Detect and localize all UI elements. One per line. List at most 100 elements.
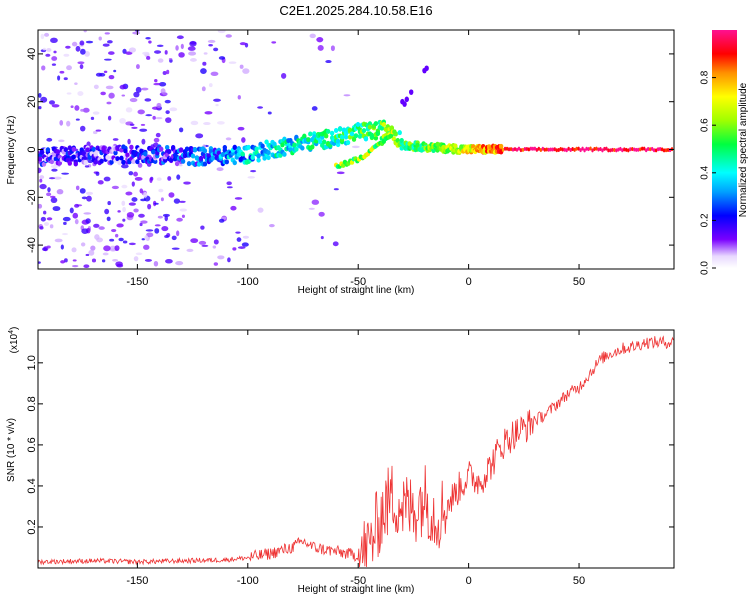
snr-y-tick-label: 0.6 [26, 437, 38, 452]
noise-speckle [108, 75, 115, 80]
noise-speckle [122, 240, 128, 244]
noise-speckle [225, 137, 232, 141]
ridge-point [73, 161, 78, 167]
noise-speckle [154, 228, 160, 234]
ridge-point [343, 134, 349, 140]
noise-speckle [143, 191, 148, 198]
ridge-point [639, 147, 642, 152]
noise-speckle [198, 240, 207, 245]
noise-speckle [140, 198, 147, 202]
ridge-point [93, 151, 98, 157]
ridge-point [585, 146, 588, 151]
snr-y-ticks: 0.2 0.4 0.6 0.8 1.0 [26, 355, 674, 535]
ridge-point [453, 143, 458, 149]
noise-speckle [39, 175, 45, 180]
noise-speckle [38, 167, 42, 174]
noise-speckle [66, 92, 72, 95]
noise-speckle [40, 33, 45, 40]
ridge-point [345, 140, 351, 146]
noise-speckle [218, 56, 226, 60]
noise-speckle [104, 32, 110, 35]
noise-speckle [74, 82, 78, 86]
noise-speckle [120, 164, 129, 169]
noise-speckle [145, 229, 154, 232]
spectrogram-y-tick-label: -40 [26, 237, 38, 253]
noise-speckle [41, 65, 46, 71]
noise-speckle [140, 123, 146, 126]
ridge-point [617, 147, 620, 152]
noise-speckle [227, 257, 231, 263]
ridge-point [347, 127, 353, 133]
noise-speckle [318, 211, 325, 217]
noise-speckle [179, 208, 187, 212]
noise-speckle [94, 234, 100, 240]
ridge-point [525, 147, 529, 152]
ridge-point [355, 122, 361, 128]
ridge-point [71, 154, 76, 160]
noise-speckle [39, 178, 43, 183]
noise-speckle [46, 192, 52, 197]
ridge-point [115, 156, 120, 162]
ridge-point [535, 147, 539, 152]
noise-speckle [173, 198, 181, 204]
ridge-point [337, 126, 343, 132]
ridge-point [633, 147, 636, 152]
noise-speckle [235, 231, 241, 234]
noise-speckle [157, 58, 164, 63]
ridge-point [292, 142, 297, 148]
noise-speckle [137, 162, 143, 168]
ridge-point [87, 155, 92, 161]
ridge-point [605, 146, 608, 151]
noise-speckle [90, 245, 96, 251]
noise-speckle [201, 86, 206, 92]
ridge-point [325, 128, 331, 134]
ridge-point [595, 146, 598, 151]
ridge-point [581, 146, 584, 151]
ridge-point [178, 147, 184, 153]
noise-speckle [61, 233, 69, 236]
noise-speckle [215, 104, 219, 107]
ridge-point [369, 134, 375, 140]
noise-speckle [46, 137, 53, 142]
ridge-point [282, 151, 287, 157]
spectrogram-y-tick-label: 20 [26, 96, 38, 108]
ridge-point [513, 147, 517, 152]
ridge-point [329, 130, 335, 136]
noise-speckle [271, 41, 277, 44]
noise-speckle [213, 47, 219, 52]
noise-speckle [46, 217, 53, 221]
noise-speckle [128, 47, 137, 53]
colorbar-gradient [712, 30, 737, 268]
noise-speckle [85, 40, 94, 44]
noise-speckle [133, 208, 139, 213]
ridge-point [575, 146, 578, 151]
ridge-point [642, 146, 646, 151]
ridge-point [256, 157, 261, 163]
noise-speckle [106, 216, 111, 222]
noise-speckle [217, 121, 225, 125]
noise-speckle [153, 50, 162, 54]
noise-speckle [108, 51, 115, 55]
noise-speckle [127, 138, 131, 145]
noise-speckle [60, 244, 64, 250]
noise-speckle [169, 107, 178, 112]
noise-speckle [186, 248, 194, 252]
ridge-point [547, 147, 550, 152]
ridge-point [186, 161, 192, 167]
noise-speckle [333, 188, 339, 191]
noise-speckle [46, 48, 52, 52]
ridge-point [363, 136, 369, 142]
noise-speckle [74, 105, 80, 111]
noise-speckle [51, 56, 58, 61]
noise-speckle [330, 45, 335, 52]
noise-speckle [136, 64, 140, 70]
snr-x-ticks: -150 -100 -50 0 50 [126, 330, 585, 587]
noise-speckle [188, 51, 197, 56]
noise-speckle [153, 82, 161, 86]
noise-speckle [178, 163, 183, 167]
noise-speckle [145, 36, 151, 40]
noise-speckle [180, 43, 184, 50]
noise-speckle [132, 31, 141, 35]
noise-speckle [79, 64, 84, 70]
noise-speckle [176, 35, 184, 40]
